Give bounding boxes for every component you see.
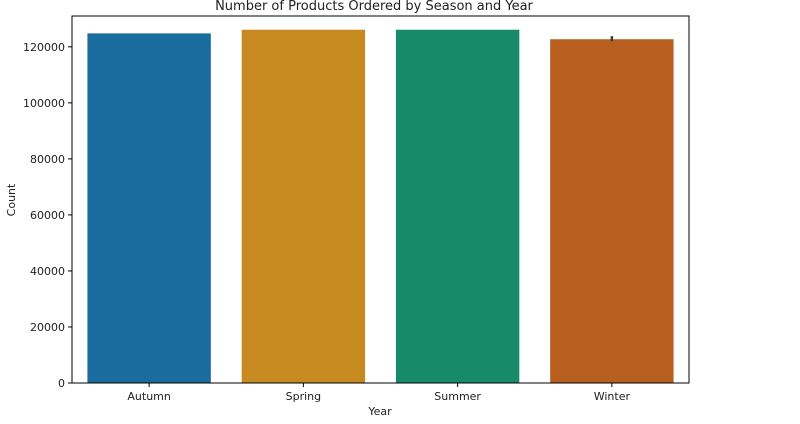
y-tick-label: 80000: [30, 153, 65, 166]
chart-title: Number of Products Ordered by Season and…: [215, 0, 533, 14]
x-tick-label-autumn: Autumn: [127, 390, 170, 403]
bar-winter: [550, 39, 674, 383]
x-tick-label-winter: Winter: [594, 390, 631, 403]
y-axis-label: Count: [5, 183, 18, 216]
y-tick-label: 100000: [23, 97, 65, 110]
y-tick-label: 40000: [30, 265, 65, 278]
bar-summer: [395, 29, 520, 383]
x-tick-label-summer: Summer: [434, 390, 481, 403]
y-tick-label: 20000: [30, 321, 65, 334]
plot-frame: [71, 15, 690, 384]
plot-area: Autumn Spring Summer Winter 0 20000 40000 60000…: [23, 15, 690, 403]
y-tick-label: 120000: [23, 41, 65, 54]
y-tick-label: 0: [58, 377, 65, 390]
x-tick-label-spring: Spring: [286, 390, 322, 403]
bar-spring: [241, 29, 366, 383]
bar-autumn: [87, 33, 211, 384]
x-axis-label: Year: [367, 405, 392, 418]
y-tick-label: 60000: [30, 209, 65, 222]
